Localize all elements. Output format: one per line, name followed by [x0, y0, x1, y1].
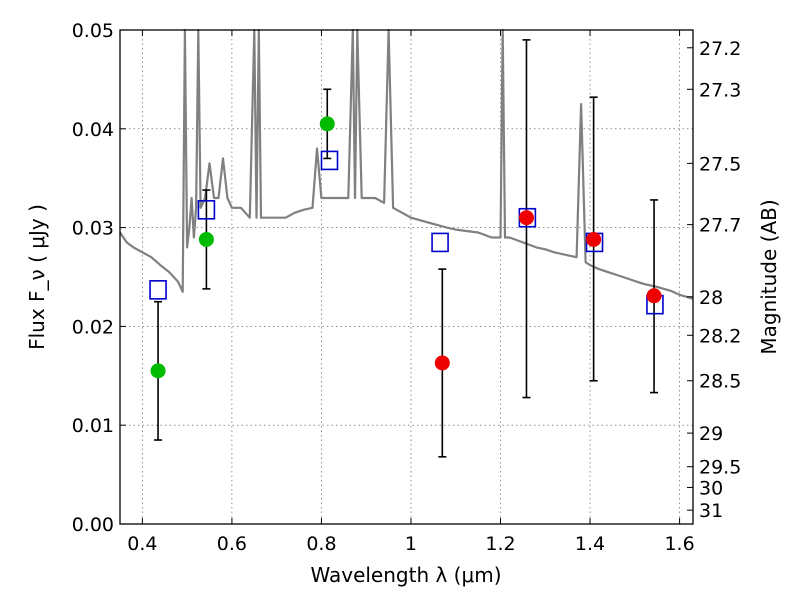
right-tick-label: 28.2: [699, 325, 741, 347]
data-point: [434, 355, 450, 371]
right-tick-label: 27.2: [699, 38, 741, 60]
y-axis-label: Flux F_ν ( μJy ): [25, 204, 49, 350]
x-axis-label: Wavelength λ (μm): [310, 563, 501, 587]
model-square-layer: [149, 150, 664, 315]
y-tick-label: 0.05: [72, 20, 114, 42]
right-tick-label: 28: [699, 287, 723, 309]
y-tick-label: 0.04: [72, 119, 114, 141]
data-point: [150, 363, 166, 379]
y-tick-label: 0.03: [72, 218, 114, 240]
x-tick-label: 0.8: [306, 533, 336, 555]
x-tick-label: 1.6: [664, 533, 694, 555]
plot-frame: [119, 29, 694, 525]
data-point: [646, 288, 662, 304]
right-tick-label: 31: [699, 500, 723, 522]
right-tick-label: 29.5: [699, 457, 741, 479]
error-bar-layer: [154, 39, 659, 458]
data-point: [319, 116, 335, 132]
x-tick-label: 1: [405, 533, 417, 555]
tick-layer: 0.4 0.6 0.8 1 1.2 1.4 1.6 0.00 0.01 0.02 0.03 0.04 0…: [72, 20, 742, 555]
y-tick-label: 0.01: [72, 415, 114, 437]
x-tick-label: 1.4: [575, 533, 605, 555]
right-tick-label: 28.5: [699, 371, 741, 393]
x-tick-label: 1.2: [485, 533, 515, 555]
y-tick-label: 0.02: [72, 316, 114, 338]
right-tick-label: 29: [699, 423, 723, 445]
model-square-marker: [320, 150, 339, 171]
data-point: [198, 231, 214, 247]
model-square-marker: [431, 232, 449, 253]
model-square-marker: [197, 200, 216, 220]
sed-line-layer: [119, 28, 694, 300]
data-point: [586, 231, 602, 247]
y-axis-right-label: Magnitude (AB): [757, 199, 781, 354]
right-tick-label: 27.7: [699, 215, 741, 237]
right-tick-label: 30: [699, 477, 723, 499]
x-tick-label: 0.6: [217, 533, 247, 555]
data-point: [518, 210, 534, 226]
x-tick-label: 0.4: [127, 533, 157, 555]
y-tick-label: 0.00: [72, 514, 114, 536]
right-tick-label: 27.3: [699, 79, 741, 101]
data-point-layer: [150, 116, 662, 379]
model-square-marker: [149, 280, 167, 300]
right-tick-label: 27.5: [699, 153, 741, 175]
sed-model-line: [119, 28, 694, 300]
